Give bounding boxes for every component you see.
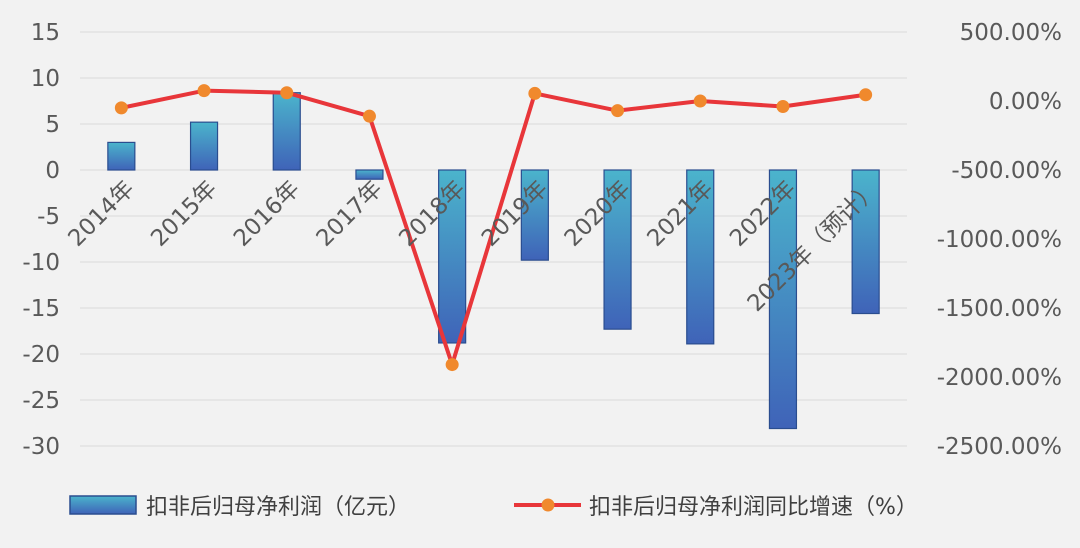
bar [768,169,798,430]
line-point [114,101,128,115]
line-point [362,109,376,123]
bar [189,121,219,171]
line-point [445,358,459,372]
left-tick-label: -20 [22,342,60,368]
bar [851,169,880,315]
category-label: 2017年 [312,176,388,252]
bar [603,169,632,330]
left-tick-label: -5 [37,204,60,230]
bar [107,141,136,171]
left-tick-label: -25 [22,388,60,414]
legend-line-marker [541,498,555,512]
category-label: 2014年 [64,176,140,252]
line-point [197,84,211,98]
left-tick-label: 0 [45,158,60,184]
right-tick-label: -1500.00% [937,296,1062,322]
category-label: 2016年 [229,176,305,252]
line-point [528,86,542,100]
bar [438,169,467,344]
left-tick-label: -30 [22,434,60,460]
line-point [611,104,625,118]
bar [520,169,549,261]
left-axis: 15 10 5 0 -5 -10 -15 -20 -25 -30 [22,20,60,460]
line-point [776,100,790,114]
bar [686,169,715,345]
growth-line [120,88,866,367]
bar-series [107,92,880,430]
line-series [114,84,873,372]
legend-line-label: 扣非后归母净利润同比增速（%） [589,495,918,520]
left-tick-label: 5 [45,112,60,138]
right-tick-label: 500.00% [960,20,1062,46]
left-tick-label: 10 [31,66,60,92]
right-axis: 500.00% 0.00% -500.00% -1000.00% -1500.00% -2… [937,20,1062,460]
right-tick-label: 0.00% [989,89,1062,115]
left-tick-label: -10 [22,250,60,276]
line-point [693,94,707,108]
right-tick-label: -2000.00% [937,365,1062,391]
line-point [280,86,294,100]
line-point [859,88,873,102]
left-tick-label: 15 [31,20,60,46]
right-tick-label: -1000.00% [937,227,1062,253]
bar [355,169,384,180]
legend-bar-swatch [69,495,137,515]
bar [272,92,301,171]
right-tick-label: -2500.00% [937,434,1062,460]
legend-bar-label: 扣非后归母净利润（亿元） [146,495,410,520]
category-label: 2015年 [146,176,222,252]
left-tick-label: -15 [22,296,60,322]
right-tick-label: -500.00% [951,158,1062,184]
legend: 扣非后归母净利润（亿元） 扣非后归母净利润同比增速（%） [69,495,918,520]
